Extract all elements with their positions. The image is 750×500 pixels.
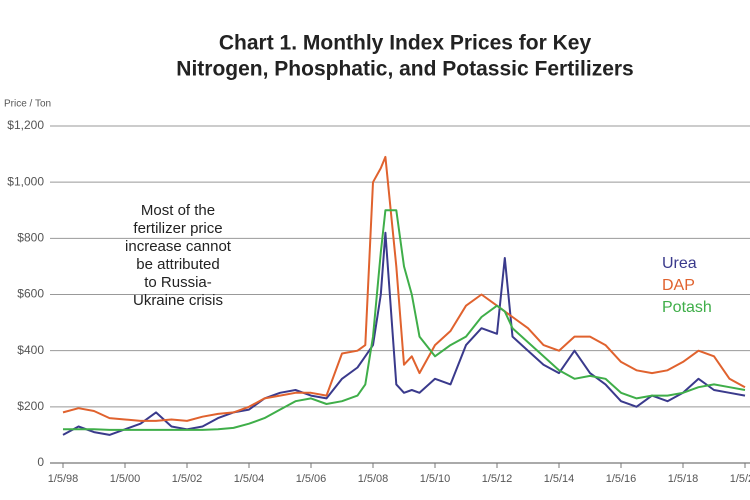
x-tick-label: 1/5/18 bbox=[668, 473, 699, 485]
legend-entry: Potash bbox=[662, 299, 712, 316]
legend-entry: DAP bbox=[662, 277, 695, 294]
y-tick-label: $400 bbox=[17, 343, 44, 357]
x-tick-label: 1/5/08 bbox=[358, 473, 389, 485]
x-tick-label: 1/5/98 bbox=[48, 473, 79, 485]
y-tick-label: $1,000 bbox=[7, 174, 44, 188]
y-tick-label: $600 bbox=[17, 287, 44, 301]
chart-title: Nitrogen, Phosphatic, and Potassic Ferti… bbox=[176, 58, 633, 81]
y-axis-label: Price / Ton bbox=[4, 99, 51, 110]
x-tick-label: 1/5/14 bbox=[544, 473, 575, 485]
y-tick-label: 0 bbox=[37, 455, 44, 469]
series-line bbox=[63, 209, 746, 431]
annotation: Ukraine crisis bbox=[133, 292, 223, 309]
x-tick-label: 1/5/16 bbox=[606, 473, 637, 485]
series-line bbox=[62, 155, 746, 422]
series-line bbox=[62, 231, 746, 436]
annotation: Most of the bbox=[141, 202, 215, 219]
annotation: fertilizer price bbox=[133, 220, 222, 237]
chart-title: Chart 1. Monthly Index Prices for Key bbox=[219, 32, 592, 55]
annotation: be attributed bbox=[136, 256, 219, 273]
x-tick-label: 1/5/10 bbox=[420, 473, 451, 485]
x-tick-label: 1/5/00 bbox=[110, 473, 141, 485]
annotation: increase cannot bbox=[125, 238, 232, 255]
x-tick-label: 1/5/02 bbox=[172, 473, 203, 485]
y-tick-label: $200 bbox=[17, 399, 44, 413]
x-tick-label: 1/5/04 bbox=[234, 473, 265, 485]
legend-entry: Urea bbox=[662, 255, 697, 272]
x-tick-label: 1/5/20 bbox=[730, 473, 750, 485]
y-tick-label: $800 bbox=[17, 231, 44, 245]
y-tick-label: $1,200 bbox=[7, 118, 44, 132]
x-tick-label: 1/5/12 bbox=[482, 473, 513, 485]
x-tick-label: 1/5/06 bbox=[296, 473, 327, 485]
annotation: to Russia- bbox=[144, 274, 212, 291]
